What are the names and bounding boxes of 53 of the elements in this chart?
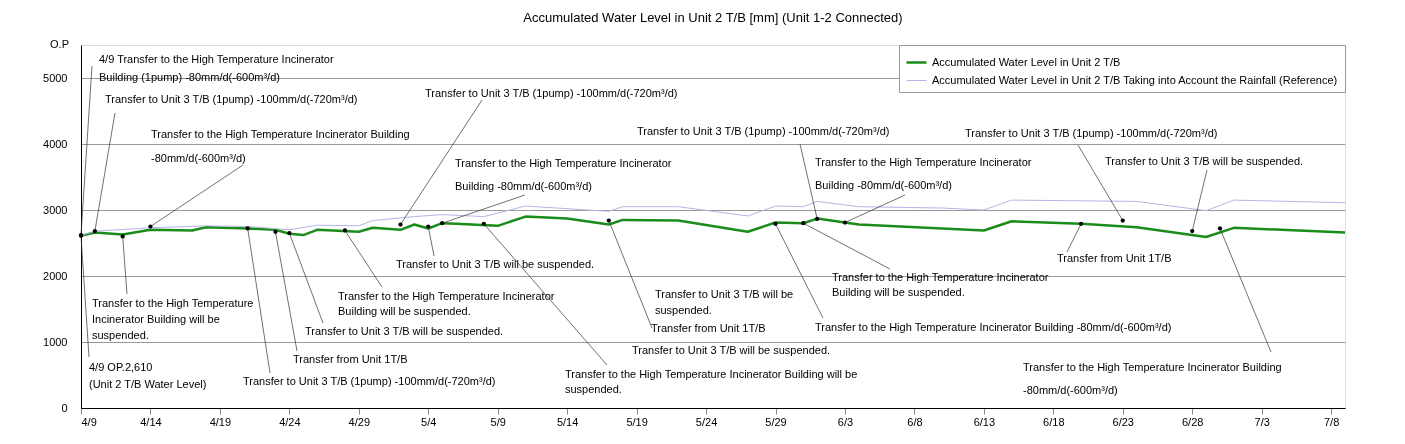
- y-tick-label: 5000: [43, 71, 68, 84]
- annotation: Transfer to Unit 3 T/B will be suspended.: [632, 344, 831, 356]
- annotation: Transfer to Unit 3 T/B will be suspended.: [1105, 155, 1304, 167]
- x-tick-label: 4/9: [81, 415, 97, 428]
- legend-label: Accumulated Water Level in Unit 2 T/B: [932, 55, 1121, 68]
- x-tick-label: 5/29: [765, 415, 787, 428]
- annotation: Transfer to the High Temperature Incinerator Building will be suspended.: [832, 271, 1049, 298]
- x-tick-label: 7/8: [1323, 415, 1340, 428]
- annotation: 4/9 Transfer to the High Temperature Incinerator Building (1pump) -80mm/d(-600m³/d): [99, 53, 334, 83]
- annotation: Transfer to the High Temperature Incinerator Building -80mm/d(-600m³/d): [815, 156, 1032, 191]
- annotation: Transfer to Unit 3 T/B will be suspended.: [655, 288, 794, 316]
- x-tick-label: 5/4: [421, 415, 437, 428]
- x-tick-label: 6/18: [1043, 415, 1065, 428]
- annotation: Transfer to Unit 3 T/B (1pump) -100mm/d(-720m³/d): [965, 127, 1218, 139]
- x-tick-label: 6/8: [907, 415, 923, 428]
- chart-title: Accumulated Water Level in Unit 2 T/B [mm] (Unit 1-2 Connected): [523, 10, 903, 25]
- y-tick-label: 3000: [43, 203, 68, 216]
- x-tick-label: 4/24: [279, 415, 301, 428]
- x-tick-label: 6/28: [1182, 415, 1204, 428]
- x-tick-label: 6/3: [837, 415, 854, 428]
- annotation: Transfer to the High Temperature Incinerator Building -80mm/d(-600m³/d): [455, 157, 672, 192]
- x-tick-label: 4/29: [348, 415, 371, 428]
- annotation: Transfer to the High Temperature Incinerator Building -80mm/d(-600m³/d): [151, 128, 410, 164]
- x-tick-label: 5/19: [626, 415, 648, 428]
- legend-label: Accumulated Water Level in Unit 2 T/B Taking into Account the Rainfall (Reference): [932, 73, 1338, 86]
- y-tick-label: 2000: [43, 269, 68, 282]
- y-axis-title: O.P: [50, 38, 69, 50]
- annotation: Transfer to Unit 3 T/B (1pump) -100mm/d(-720m³/d): [637, 125, 890, 137]
- x-tick-label: 6/23: [1112, 415, 1134, 428]
- annotation: Transfer from Unit 1T/B: [651, 322, 766, 334]
- annotation: Transfer to Unit 3 T/B (1pump) -100mm/d(-720m³/d): [243, 375, 496, 387]
- annotation: Transfer to the High Temperature Incinerator Building -80mm/d(-600m³/d): [1023, 361, 1282, 396]
- y-tick-label: 1000: [43, 335, 68, 348]
- x-tick-label: 5/9: [490, 415, 506, 428]
- annotation: 4/9 OP.2,610 (Unit 2 T/B Water Level): [89, 361, 207, 390]
- annotation: Transfer from Unit 1T/B: [1057, 252, 1172, 264]
- annotation: Transfer to the High Temperature Incinerator Building will be suspended.: [338, 290, 555, 317]
- annotation: Transfer to Unit 3 T/B (1pump) -100mm/d(-720m³/d): [425, 87, 678, 99]
- x-tick-label: 5/24: [695, 415, 718, 428]
- y-tick-label: 0: [61, 401, 68, 414]
- x-tick-label: 7/3: [1254, 415, 1270, 428]
- x-tick-label: 4/14: [140, 415, 162, 428]
- x-tick-label: 6/13: [973, 415, 996, 428]
- annotation: Transfer to the High Temperature Incinerator Building -80mm/d(-600m³/d): [815, 321, 1172, 333]
- annotation: Transfer to Unit 3 T/B will be suspended.: [396, 258, 595, 270]
- annotation: Transfer from Unit 1T/B: [293, 353, 408, 365]
- annotation: Transfer to the High Temperature Incinerator Building will be suspended.: [92, 297, 254, 341]
- y-tick-label: 4000: [43, 137, 68, 150]
- annotation: Transfer to Unit 3 T/B will be suspended.: [305, 325, 504, 337]
- x-tick-label: 4/19: [209, 415, 232, 428]
- annotation: Transfer to Unit 3 T/B (1pump) -100mm/d(-720m³/d): [105, 93, 358, 105]
- annotation: Transfer to the High Temperature Incinerator Building will be suspended.: [565, 368, 858, 395]
- x-tick-label: 5/14: [556, 415, 579, 428]
